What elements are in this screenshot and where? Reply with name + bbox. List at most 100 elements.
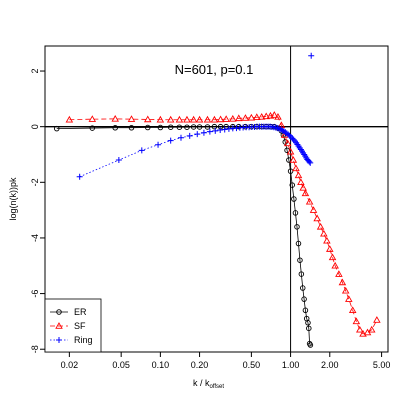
data-point-sf [326, 245, 334, 252]
data-point-sf [286, 147, 295, 155]
data-point-er [292, 210, 299, 216]
data-point-sf [262, 112, 270, 120]
data-point-er [167, 124, 174, 130]
data-point-ring [307, 159, 314, 166]
data-point-sf [247, 113, 256, 121]
series-sf [65, 111, 381, 337]
data-point-sf [65, 115, 74, 123]
data-point-er [176, 124, 183, 130]
data-point-ring [177, 134, 184, 141]
data-point-sf [166, 115, 175, 123]
data-point-sf [301, 189, 310, 197]
data-point-sf [156, 115, 165, 123]
data-point-sf [222, 115, 230, 122]
data-point-er [53, 125, 60, 132]
data-point-ring [308, 52, 315, 59]
x-axis-label: k / koffset [193, 378, 224, 390]
data-point-ring [212, 127, 219, 134]
data-point-ring [155, 141, 162, 148]
data-point-er [289, 182, 296, 188]
x-tick-label: 2.00 [321, 360, 339, 370]
data-point-er [112, 125, 118, 131]
data-point-er [190, 124, 197, 130]
data-point-er [297, 257, 303, 263]
legend-marker [56, 337, 62, 343]
x-tick-label: 5.00 [373, 360, 391, 370]
y-tick-label: -2 [30, 178, 40, 186]
data-point-er [294, 224, 300, 230]
data-point-sf [210, 115, 219, 123]
data-point-er [184, 124, 190, 130]
series-line-sf [69, 114, 378, 335]
data-point-er [302, 307, 309, 314]
data-point-sf [257, 113, 266, 120]
data-point-ring [115, 157, 122, 164]
data-point-sf [345, 295, 353, 302]
data-point-er [298, 271, 305, 277]
data-point-er [128, 125, 135, 131]
data-point-sf [297, 178, 305, 186]
data-point-sf [195, 115, 204, 123]
data-point-sf [341, 286, 350, 294]
axis-ticks: 0.02 0.05 0.10 0.20 0.50 1.00 2.00 5.00 2 0 -2 -4 -6… [30, 69, 390, 370]
legend-marker [55, 322, 63, 329]
data-point-sf [316, 222, 325, 230]
series-layer [53, 52, 381, 348]
data-point-sf [229, 114, 237, 122]
data-point-sf [274, 113, 282, 120]
data-point-er [287, 168, 294, 174]
chart-annotation: N=601, p=0.1 [175, 62, 254, 77]
y-axis-label: log(n(k))pk [8, 177, 18, 221]
data-point-sf [270, 111, 279, 118]
data-point-ring [290, 136, 297, 143]
plot-frame [44, 45, 389, 353]
y-tick-label: -6 [30, 290, 40, 298]
data-point-ring [288, 133, 295, 140]
data-point-ring [286, 132, 293, 139]
data-point-sf [352, 317, 361, 325]
data-point-sf [320, 229, 328, 237]
y-tick-label: -4 [30, 234, 40, 242]
data-point-er [291, 196, 297, 202]
data-point-er [305, 320, 311, 326]
x-tick-label: 1.00 [282, 360, 300, 370]
data-point-sf [292, 164, 300, 172]
data-point-sf [143, 115, 152, 123]
legend-marker [56, 309, 62, 315]
legend: ER SF Ring [44, 298, 102, 353]
x-tick-label: 0.20 [191, 360, 209, 370]
data-point-sf [359, 330, 367, 337]
data-point-er [295, 240, 302, 247]
data-point-sf [367, 325, 376, 333]
data-point-ring [217, 127, 224, 134]
data-point-ring [186, 132, 193, 139]
data-point-sf [234, 114, 243, 122]
data-point-sf [348, 306, 357, 314]
data-point-er [299, 285, 306, 291]
data-point-sf [328, 253, 337, 261]
data-point-er [307, 342, 314, 348]
data-point-ring [200, 129, 207, 136]
data-point-er [145, 124, 151, 131]
data-point-ring [138, 147, 145, 154]
data-point-sf [356, 325, 364, 333]
data-point-ring [225, 125, 232, 132]
data-point-ring [194, 131, 201, 138]
data-point-sf [373, 316, 381, 323]
data-point-sf [299, 183, 307, 191]
data-point-sf [88, 115, 97, 122]
data-point-er [157, 124, 164, 131]
data-point-sf [183, 115, 191, 123]
data-point-er [196, 124, 203, 130]
data-point-sf [175, 115, 184, 123]
data-point-sf [127, 115, 136, 122]
legend-label: SF [74, 321, 86, 331]
data-point-er [89, 125, 96, 131]
data-point-sf [277, 121, 286, 129]
x-tick-label: 0.02 [61, 360, 79, 370]
data-point-er [301, 296, 307, 302]
data-point-ring [167, 137, 174, 144]
x-axis-label-main: k / k [193, 378, 210, 388]
data-point-ring [289, 135, 296, 142]
